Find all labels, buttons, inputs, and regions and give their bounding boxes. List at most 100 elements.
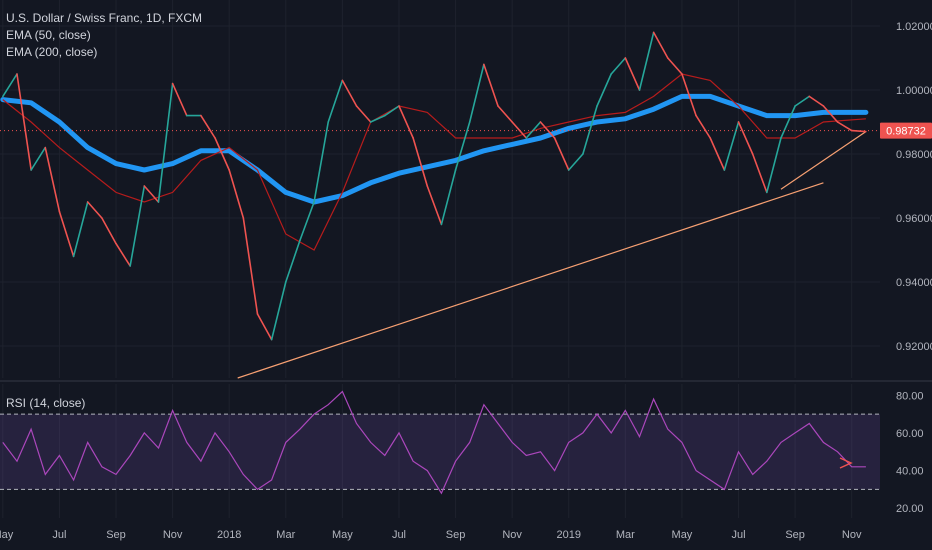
price-segment [369,114,386,123]
price-segment [270,281,287,341]
time-tick-label: Nov [842,529,862,541]
price-segment [72,201,89,258]
time-axis: May Jul Sep Nov 2018 Mar May Jul Sep Nov 2019 Mar Ma… [0,529,862,541]
price-segment [454,121,471,171]
price-segment [511,121,528,139]
price-segment [596,73,612,107]
price-segment [638,31,655,91]
price-tick-label: 0.98000 [896,149,932,161]
rsi-label: RSI (14, close) [6,396,86,410]
price-segment [58,210,75,258]
price-segment [483,63,499,107]
time-tick-label: Mar [276,529,295,541]
price-segment [412,137,429,187]
rsi-tick-label: 60.00 [896,428,924,440]
price-segment [553,137,570,171]
legend-ema200: EMA (200, close) [6,45,98,59]
time-tick-label: Nov [163,529,183,541]
rsi-tick-label: 40.00 [896,466,924,478]
price-segment [398,105,414,139]
price-tick-label: 0.94000 [896,277,932,289]
price-segment [539,121,556,139]
price-segment [780,105,796,139]
price-segment [313,121,330,203]
price-segment [468,63,485,123]
rsi-band [0,414,880,490]
price-segment [115,242,131,267]
price-segment [228,169,245,219]
time-tick-label: 2018 [217,529,241,541]
arrow-right-icon [839,457,853,469]
price-segment [652,31,669,59]
price-segment [440,169,457,226]
time-tick-label: May [0,529,14,541]
time-tick-label: Sep [785,529,805,541]
price-segment [299,201,315,242]
price-line-layer [2,31,867,341]
legend-labels: U.S. Dollar / Swiss Franc, 1D, FXCM EMA … [6,10,202,61]
time-tick-label: Jul [392,529,406,541]
price-segment [256,313,273,341]
price-segment [681,73,697,117]
price-segment [214,137,230,171]
last-price-text: 0.98732 [886,126,926,138]
rsi-axis: 80.00 60.00 40.00 20.00 [896,390,924,515]
time-tick-label: Jul [52,529,66,541]
price-segment [808,95,825,107]
rsi-line-layer [2,390,866,495]
trendline [780,131,867,190]
price-segment [355,105,372,123]
ema200-line [0,93,869,205]
price-segment [171,82,188,117]
price-segment [44,146,61,213]
price-segment [101,217,117,245]
price-tick-label: 0.96000 [896,213,932,225]
time-tick-label: Mar [616,529,635,541]
time-tick-label: Sep [446,529,466,541]
time-tick-label: Sep [106,529,126,541]
price-tick-label: 1.00000 [896,85,932,97]
price-segment [624,57,641,91]
price-axis: 1.02000 1.00000 0.98000 0.96000 0.94000 0.920… [896,21,932,353]
rsi-pane: 80.00 60.00 40.00 20.00 [0,390,924,515]
time-tick-label: Jul [731,529,745,541]
ema50-line [2,73,866,251]
time-tick-label: 2019 [557,529,581,541]
price-segment [327,79,344,123]
price-segment [86,201,103,219]
ema200-layer [0,93,869,205]
last-price-marker: 0.98732 [0,122,932,139]
price-segment [341,79,358,107]
price-segment [567,153,584,171]
price-segment [426,185,443,226]
price-segment [200,114,216,139]
price-segment [766,137,782,194]
time-tick-label: May [672,529,693,541]
price-tick-label: 1.02000 [896,21,932,33]
rsi-tick-label: 80.00 [896,390,924,402]
ema50-layer [2,73,866,251]
price-segment [582,105,598,155]
last-price-badge [880,122,932,139]
price-segment [723,121,740,171]
price-segment [794,95,811,107]
price-segment [751,153,768,194]
trendline-layer [237,131,867,379]
price-segment [30,146,47,171]
time-tick-label: May [332,529,353,541]
grid [0,0,880,518]
price-segment [16,73,32,171]
price-segment [497,105,513,123]
time-tick-label: Nov [502,529,522,541]
price-segment [384,105,400,117]
price-segment [666,57,683,75]
price-segment [129,185,146,267]
price-segment [2,73,18,98]
price-segment [695,114,712,139]
price-segment [737,121,754,155]
price-tick-label: 0.92000 [896,341,932,353]
price-segment [284,239,301,283]
price-segment [850,129,867,133]
